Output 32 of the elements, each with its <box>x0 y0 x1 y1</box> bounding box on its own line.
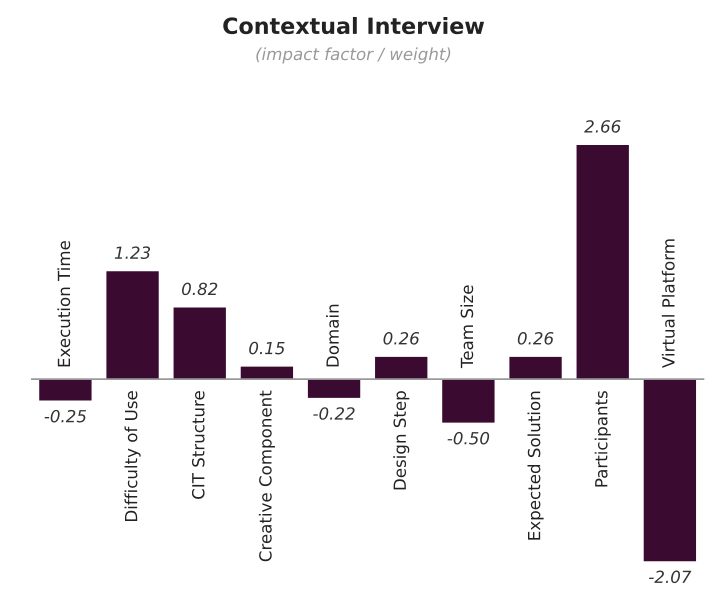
x-tick-label: Team Size <box>460 285 474 368</box>
x-tick-label: Design Step <box>393 391 410 490</box>
data-label: -0.50 <box>448 432 490 445</box>
bar <box>38 378 93 402</box>
data-label: 0.26 <box>384 332 420 345</box>
x-tick-label: Expected Solution <box>527 392 544 540</box>
x-tick-label: Creative Component <box>258 390 275 562</box>
bar <box>306 378 362 400</box>
bar <box>642 378 698 563</box>
bar <box>575 144 630 380</box>
data-label: -0.25 <box>44 410 86 422</box>
data-label: 0.82 <box>182 282 218 296</box>
bar <box>172 306 228 380</box>
x-tick-label: Difficulty of Use <box>124 391 141 522</box>
data-label: 1.23 <box>114 246 150 259</box>
bar <box>508 356 564 380</box>
chart-subtitle: (impact factor / weight) <box>256 47 450 64</box>
bar <box>105 270 160 380</box>
data-label: -2.07 <box>649 570 692 584</box>
data-label: 0.15 <box>249 342 285 354</box>
x-tick-label: Participants <box>594 391 611 487</box>
bar <box>239 365 294 380</box>
bar <box>374 356 429 380</box>
bar <box>440 378 496 424</box>
x-tick-label: Virtual Platform <box>662 239 675 368</box>
x-tick-label: Execution Time <box>57 241 70 366</box>
chart-title: Contextual Interview <box>223 16 484 34</box>
x-tick-label: CIT Structure <box>192 391 205 499</box>
data-label: -0.22 <box>313 407 355 420</box>
x-tick-label: Domain <box>326 304 339 366</box>
data-label: 0.26 <box>518 332 554 345</box>
data-label: 2.66 <box>584 120 621 133</box>
